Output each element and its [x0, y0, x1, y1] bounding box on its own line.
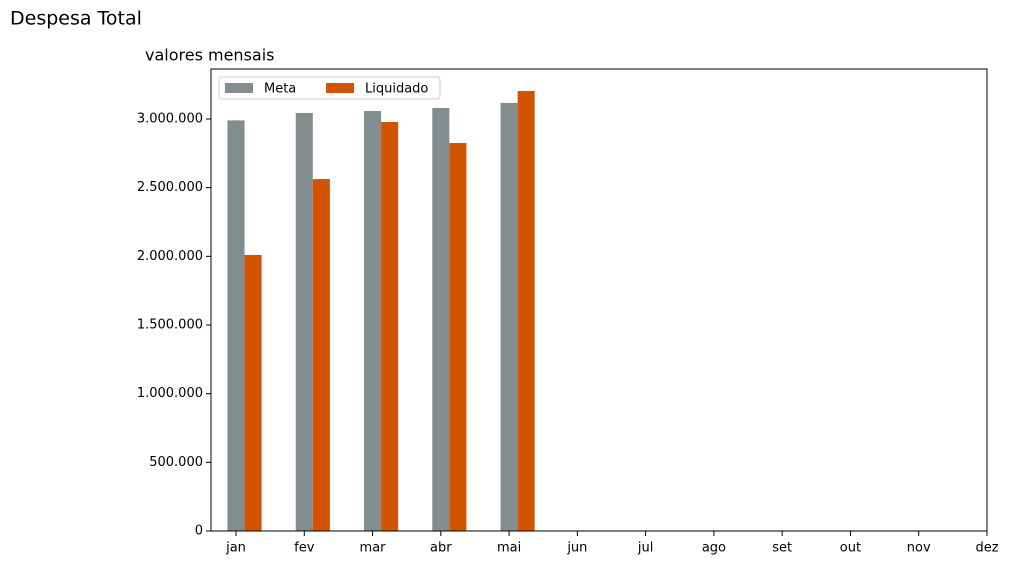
x-tick-label: fev	[294, 541, 315, 556]
bar	[449, 143, 467, 532]
x-tick-label: nov	[907, 541, 931, 556]
x-tick-label: jan	[225, 541, 246, 556]
y-tick-label: 1.000.000	[137, 386, 203, 401]
bar	[500, 102, 518, 531]
bar	[364, 111, 382, 532]
y-tick-label: 3.000.000	[137, 111, 203, 126]
y-tick-label: 2.000.000	[137, 249, 203, 264]
legend-label: Meta	[264, 82, 296, 97]
chart-subtitle: valores mensais	[145, 46, 275, 65]
y-tick-label: 1.500.000	[137, 317, 203, 332]
x-tick-label: abr	[430, 541, 452, 556]
legend-label: Liquidado	[365, 82, 428, 97]
y-tick-label: 0	[195, 524, 203, 539]
bar	[432, 108, 450, 531]
x-tick-label: ago	[702, 541, 726, 556]
bar	[295, 112, 313, 531]
x-tick-label: jul	[637, 541, 653, 556]
x-tick-label: dez	[975, 541, 998, 556]
x-tick-label: set	[772, 541, 792, 556]
bar	[517, 90, 535, 531]
bar	[244, 254, 262, 532]
x-tick-label: mar	[360, 541, 387, 556]
bar	[312, 179, 330, 532]
chart-title: Despesa Total	[10, 8, 142, 30]
x-tick-label: mai	[497, 541, 521, 556]
y-tick-label: 500.000	[149, 455, 203, 470]
bar	[227, 120, 245, 531]
legend-swatch	[326, 83, 354, 93]
y-tick-label: 2.500.000	[137, 180, 203, 195]
plot-frame	[210, 68, 988, 532]
bar	[381, 122, 399, 531]
x-tick-label: out	[840, 541, 861, 556]
x-tick-label: jun	[566, 541, 587, 556]
legend-swatch	[225, 83, 253, 93]
